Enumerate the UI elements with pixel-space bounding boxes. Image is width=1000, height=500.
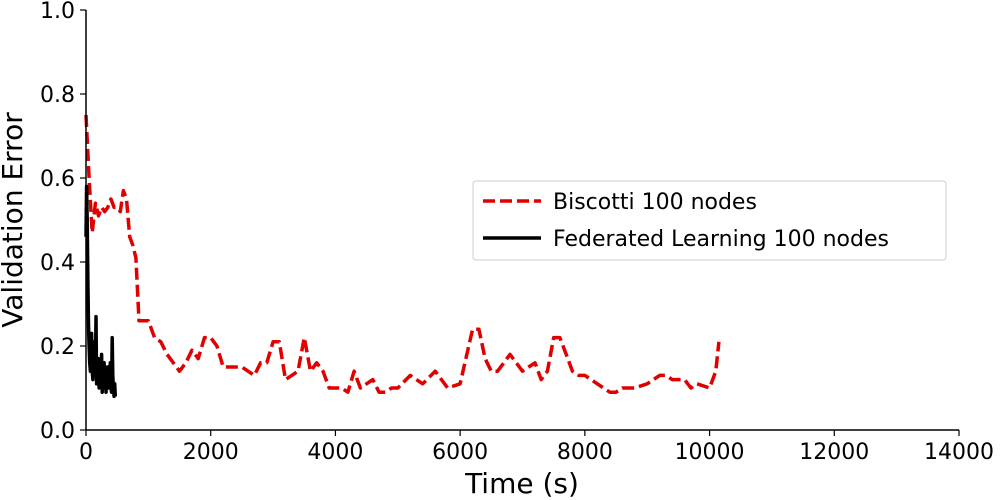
y-tick-label: 0.8 [40,83,75,108]
y-tick-label: 0.4 [40,251,75,276]
y-ticks: 0.0 0.2 0.4 0.6 0.8 1.0 [40,0,86,444]
legend: Biscotti 100 nodes Federated Learning 10… [472,180,947,261]
x-tick-label: 10000 [675,440,745,465]
x-tick-label: 4000 [307,440,363,465]
axes [85,10,959,431]
x-tick-label: 8000 [557,440,613,465]
series-line-biscotti [84,114,721,394]
y-axis-title: Validation Error [0,112,29,328]
x-tick-label: 14000 [924,440,994,465]
legend-box [472,180,947,261]
x-ticks: 0 2000 4000 6000 8000 10000 12000 14000 [79,430,994,465]
legend-label-federated: Federated Learning 100 nodes [553,227,889,252]
y-tick-label: 0.6 [40,167,75,192]
y-tick-label: 0.0 [40,419,75,444]
x-tick-label: 0 [79,440,93,465]
x-tick-label: 12000 [799,440,869,465]
series-line-federated [84,184,118,399]
x-tick-label: 2000 [183,440,239,465]
y-tick-label: 0.2 [40,335,75,360]
y-tick-label: 1.0 [40,0,75,24]
x-axis-title: Time (s) [464,467,579,500]
legend-label-biscotti: Biscotti 100 nodes [553,190,757,215]
x-tick-label: 6000 [432,440,488,465]
plot-area [84,114,721,399]
